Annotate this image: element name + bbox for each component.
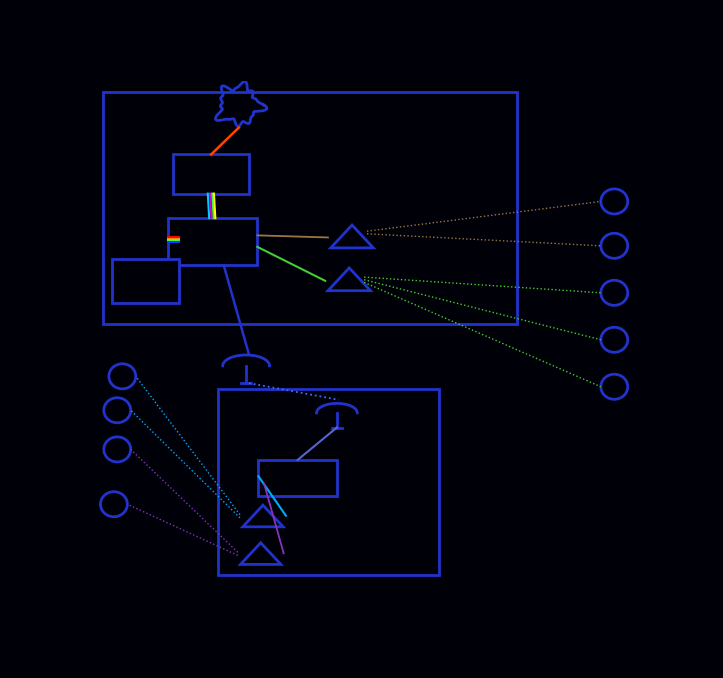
Polygon shape bbox=[241, 543, 281, 564]
Circle shape bbox=[601, 280, 628, 305]
Polygon shape bbox=[243, 505, 283, 527]
Circle shape bbox=[601, 189, 628, 214]
Circle shape bbox=[601, 327, 628, 353]
Polygon shape bbox=[330, 225, 373, 248]
FancyBboxPatch shape bbox=[259, 460, 337, 496]
FancyBboxPatch shape bbox=[103, 92, 518, 324]
Circle shape bbox=[104, 437, 131, 462]
Circle shape bbox=[601, 374, 628, 399]
Polygon shape bbox=[328, 268, 371, 291]
Circle shape bbox=[109, 364, 136, 389]
Circle shape bbox=[104, 398, 131, 423]
FancyBboxPatch shape bbox=[111, 259, 179, 303]
FancyBboxPatch shape bbox=[218, 389, 440, 575]
FancyBboxPatch shape bbox=[174, 155, 249, 194]
FancyBboxPatch shape bbox=[168, 218, 257, 265]
Circle shape bbox=[100, 492, 127, 517]
Circle shape bbox=[601, 233, 628, 258]
